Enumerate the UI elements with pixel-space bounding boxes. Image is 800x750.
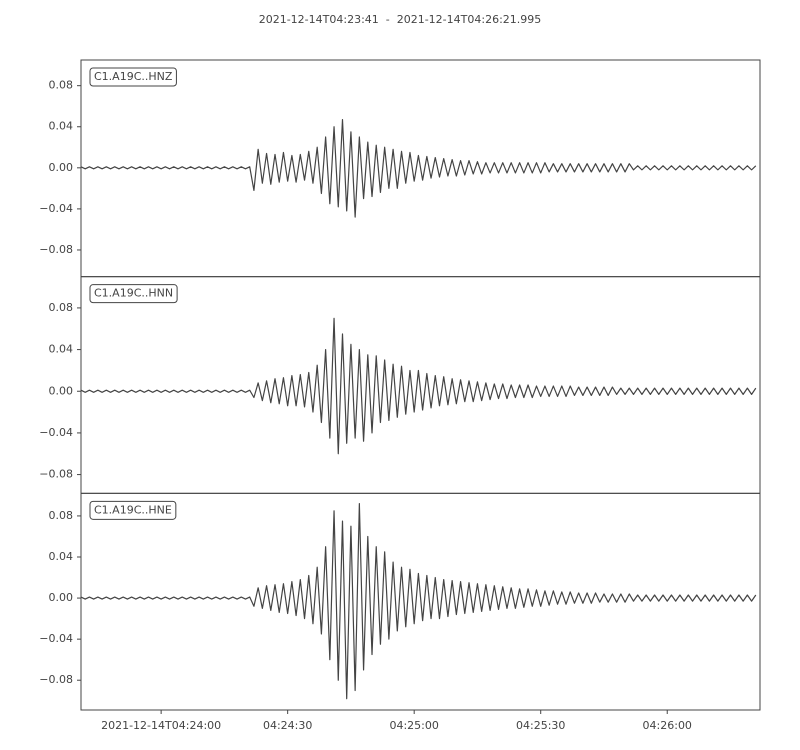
waveform — [80, 118, 757, 218]
trace-label-box — [89, 500, 177, 520]
trace-label: C1.A19C..HNZ — [94, 70, 173, 83]
x-tick-label: 04:24:30 — [263, 719, 312, 732]
y-tick-label: 0.08 — [49, 301, 74, 314]
trace-label: C1.A19C..HNE — [94, 503, 172, 516]
y-tick-label: 0.08 — [49, 509, 74, 522]
y-tick-label: −0.04 — [39, 632, 73, 645]
y-tick-label: 0.04 — [49, 343, 74, 356]
y-tick-label: 0.00 — [49, 384, 74, 397]
panel-frame — [80, 492, 761, 711]
y-tick-label: 0.00 — [49, 161, 74, 174]
y-tick-label: −0.04 — [39, 426, 73, 439]
trace-label-box — [89, 67, 177, 87]
waveform — [80, 503, 757, 700]
x-tick-label: 2021-12-14T04:24:00 — [101, 719, 221, 732]
x-tick-label: 04:25:30 — [516, 719, 565, 732]
trace-label-box — [89, 284, 178, 304]
y-tick-label: 0.08 — [49, 79, 74, 92]
y-tick-label: 0.04 — [49, 550, 74, 563]
y-tick-label: −0.08 — [39, 243, 73, 256]
y-tick-label: −0.04 — [39, 202, 73, 215]
y-tick-label: −0.08 — [39, 468, 73, 481]
y-tick-label: 0.00 — [49, 591, 74, 604]
x-tick-label: 04:25:00 — [389, 719, 438, 732]
chart-title: 2021-12-14T04:23:41 - 2021-12-14T04:26:2… — [259, 13, 542, 26]
y-tick-label: −0.08 — [39, 673, 73, 686]
y-tick-label: 0.04 — [49, 120, 74, 133]
waveform — [80, 317, 757, 455]
trace-label: C1.A19C..HNN — [94, 287, 173, 300]
x-tick-label: 04:26:00 — [643, 719, 692, 732]
